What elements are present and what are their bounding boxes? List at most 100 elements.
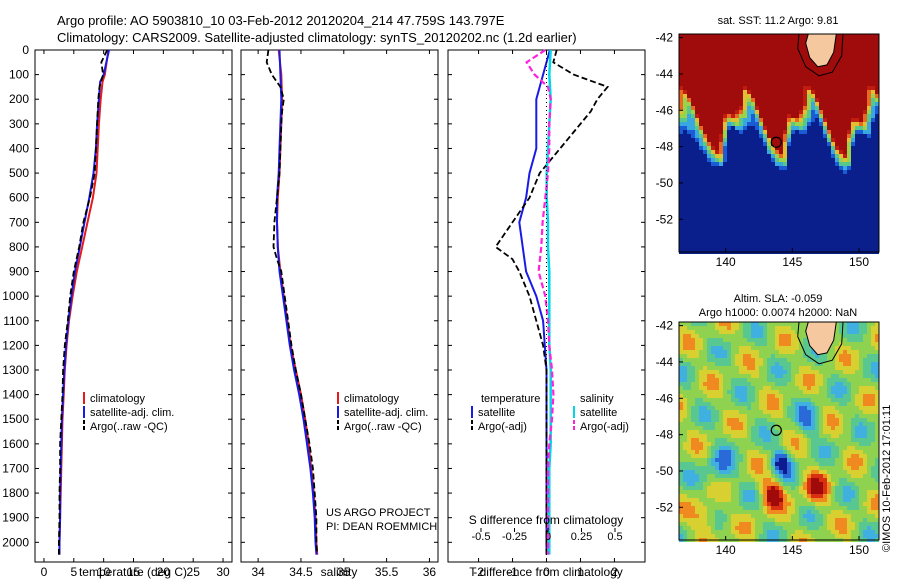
map-cell <box>815 466 819 470</box>
map-cell <box>751 178 755 182</box>
map-cell <box>867 330 871 334</box>
map-cell <box>759 142 763 146</box>
map-cell <box>707 94 711 98</box>
map-cell <box>707 178 711 182</box>
map-cell <box>679 114 683 118</box>
map-cell <box>795 86 799 90</box>
map-cell <box>719 54 723 58</box>
map-cell <box>827 198 831 202</box>
map-cell <box>779 158 783 162</box>
map-cell <box>691 458 695 462</box>
map-cell <box>767 394 771 398</box>
map-cell <box>763 366 767 370</box>
map-cell <box>823 366 827 370</box>
map-cell <box>731 174 735 178</box>
map-cell <box>699 142 703 146</box>
map-cell <box>839 150 843 154</box>
map-cell <box>759 342 763 346</box>
map-cell <box>771 78 775 82</box>
map-cell <box>807 114 811 118</box>
map-cell <box>871 202 875 206</box>
map-cell <box>847 438 851 442</box>
map-cell <box>679 406 683 410</box>
map-cell <box>815 86 819 90</box>
map-cell <box>767 182 771 186</box>
map-cell <box>875 58 879 62</box>
map-cell <box>727 74 731 78</box>
map-cell <box>739 454 743 458</box>
map-cell <box>831 110 835 114</box>
map-cell <box>815 194 819 198</box>
map-cell <box>707 122 711 126</box>
map-cell <box>843 174 847 178</box>
map-cell <box>851 246 855 250</box>
map-cell <box>843 390 847 394</box>
map-cell <box>807 178 811 182</box>
map-cell <box>759 374 763 378</box>
map-cell <box>815 242 819 246</box>
map-cell <box>855 246 859 250</box>
map-cell <box>763 70 767 74</box>
map-cell <box>803 110 807 114</box>
map-cell <box>723 146 727 150</box>
map-cell <box>695 50 699 54</box>
map-cell <box>771 178 775 182</box>
map-cell <box>699 74 703 78</box>
map-cell <box>735 446 739 450</box>
map-cell <box>831 94 835 98</box>
map-cell <box>703 418 707 422</box>
map-cell <box>843 86 847 90</box>
map-cell <box>855 178 859 182</box>
map-cell <box>859 210 863 214</box>
map-cell <box>783 162 787 166</box>
map-cell <box>735 442 739 446</box>
map-cell <box>771 146 775 150</box>
map-cell <box>831 438 835 442</box>
map-cell <box>695 342 699 346</box>
map-cell <box>871 90 875 94</box>
map-cell <box>711 46 715 50</box>
map-cell <box>727 338 731 342</box>
map-cell <box>871 170 875 174</box>
map-cell <box>875 414 879 418</box>
map-cell <box>731 98 735 102</box>
map-cell <box>763 46 767 50</box>
map-cell <box>819 402 823 406</box>
map-cell <box>759 242 763 246</box>
map-cell <box>847 402 851 406</box>
map-cell <box>759 430 763 434</box>
map-cell <box>831 238 835 242</box>
map-cell <box>859 438 863 442</box>
map-cell <box>707 446 711 450</box>
map-cell <box>751 110 755 114</box>
map-cell <box>707 386 711 390</box>
map-cell <box>679 182 683 186</box>
map-cell <box>775 450 779 454</box>
map-cell <box>807 226 811 230</box>
map-cell <box>855 474 859 478</box>
map-cell <box>723 214 727 218</box>
map-cell <box>835 442 839 446</box>
map-cell <box>727 126 731 130</box>
map-cell <box>747 114 751 118</box>
map-cell <box>735 398 739 402</box>
map-cell <box>739 382 743 386</box>
map-cell <box>791 422 795 426</box>
map-cell <box>735 42 739 46</box>
map-cell <box>679 66 683 70</box>
map-cell <box>707 402 711 406</box>
map-cell <box>787 466 791 470</box>
map-cell <box>727 218 731 222</box>
map-cell <box>803 82 807 86</box>
map-cell <box>755 226 759 230</box>
map-cell <box>811 162 815 166</box>
map-cell <box>763 142 767 146</box>
map-cell <box>859 202 863 206</box>
map-cell <box>711 62 715 66</box>
map-cell <box>855 38 859 42</box>
map-cell <box>835 134 839 138</box>
map-cell <box>699 206 703 210</box>
map-cell <box>867 338 871 342</box>
map-cell <box>767 466 771 470</box>
map-cell <box>763 50 767 54</box>
